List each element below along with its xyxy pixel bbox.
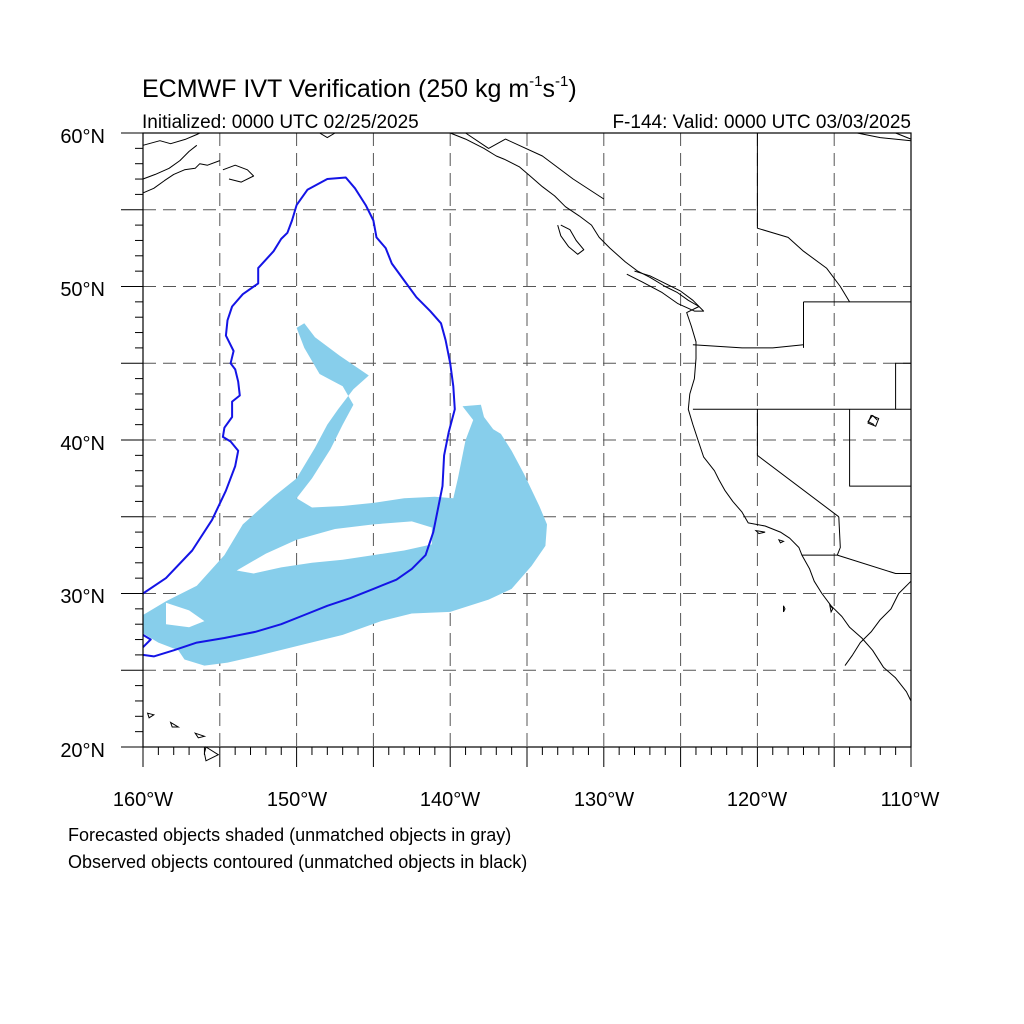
lon-label-110w: 110°W [881, 789, 940, 811]
lon-label-150w: 150°W [267, 789, 327, 811]
observed-object-contour [142, 634, 152, 648]
forecast-object-shaded [143, 323, 547, 666]
lat-label-40n: 40°N [60, 433, 105, 455]
island-outline [783, 605, 786, 613]
coastline-segment [450, 132, 912, 702]
coastline-segment [895, 132, 912, 140]
island-outline [146, 712, 156, 719]
coastline-segment [692, 344, 804, 349]
island-outline [829, 603, 834, 614]
coastline-segment [857, 132, 912, 142]
lat-label-60n: 60°N [60, 126, 105, 148]
lon-label-160w: 160°W [113, 789, 173, 811]
lat-label-30n: 30°N [60, 586, 105, 608]
coastline-segment [849, 409, 911, 487]
coastline-segment [844, 580, 912, 666]
lon-label-120w: 120°W [727, 789, 787, 811]
coastline-segment [222, 164, 255, 183]
lat-label-20n: 20°N [60, 740, 105, 762]
coastline-segment [836, 516, 841, 556]
coastline-segment [557, 224, 585, 255]
coastline-segment [895, 362, 911, 410]
title-exponent-1: -1 [529, 73, 542, 90]
forecast-objects [143, 323, 547, 666]
coastline-segment [756, 409, 840, 518]
footnote-forecast: Forecasted objects shaded (unmatched obj… [68, 825, 512, 845]
coastline-segment [142, 160, 220, 194]
island-outline [203, 746, 220, 762]
title-unit-s: s [543, 75, 556, 103]
lon-label-140w: 140°W [420, 789, 480, 811]
map-frame [142, 132, 912, 748]
observed-objects [142, 176, 456, 658]
lake-outline [867, 414, 880, 427]
coastline-segment [142, 132, 201, 146]
island-outline [193, 732, 207, 739]
island-outline [754, 529, 766, 535]
lon-label-130w: 130°W [574, 789, 634, 811]
coastline-segment [626, 270, 705, 312]
observed-object-contour [142, 176, 456, 658]
island-outline [777, 538, 785, 544]
map-title: ECMWF IVT Verification (250 kg m-1s-1) [142, 73, 577, 103]
coastline-segment [319, 132, 336, 139]
coastline-segment [756, 133, 851, 303]
footnote-observed: Observed objects contoured (unmatched ob… [68, 852, 528, 872]
axis-ticks [121, 132, 912, 767]
coastline-segment [801, 554, 911, 574]
title-main: ECMWF IVT Verification (250 kg m [142, 75, 529, 103]
initialized-label: Initialized: 0000 UTC 02/25/2025 [142, 112, 419, 133]
coastlines-and-borders [142, 132, 912, 762]
axis-labels: 60°N 50°N 40°N 30°N 20°N 160°W 150°W 140… [60, 126, 939, 811]
coastline-segment [465, 132, 605, 200]
island-outline [169, 721, 181, 728]
title-close: ) [568, 75, 576, 103]
title-exponent-2: -1 [555, 73, 568, 90]
lat-label-50n: 50°N [60, 279, 105, 301]
valid-time-label: F-144: Valid: 0000 UTC 03/03/2025 [612, 112, 911, 133]
coastline-segment [142, 144, 198, 180]
